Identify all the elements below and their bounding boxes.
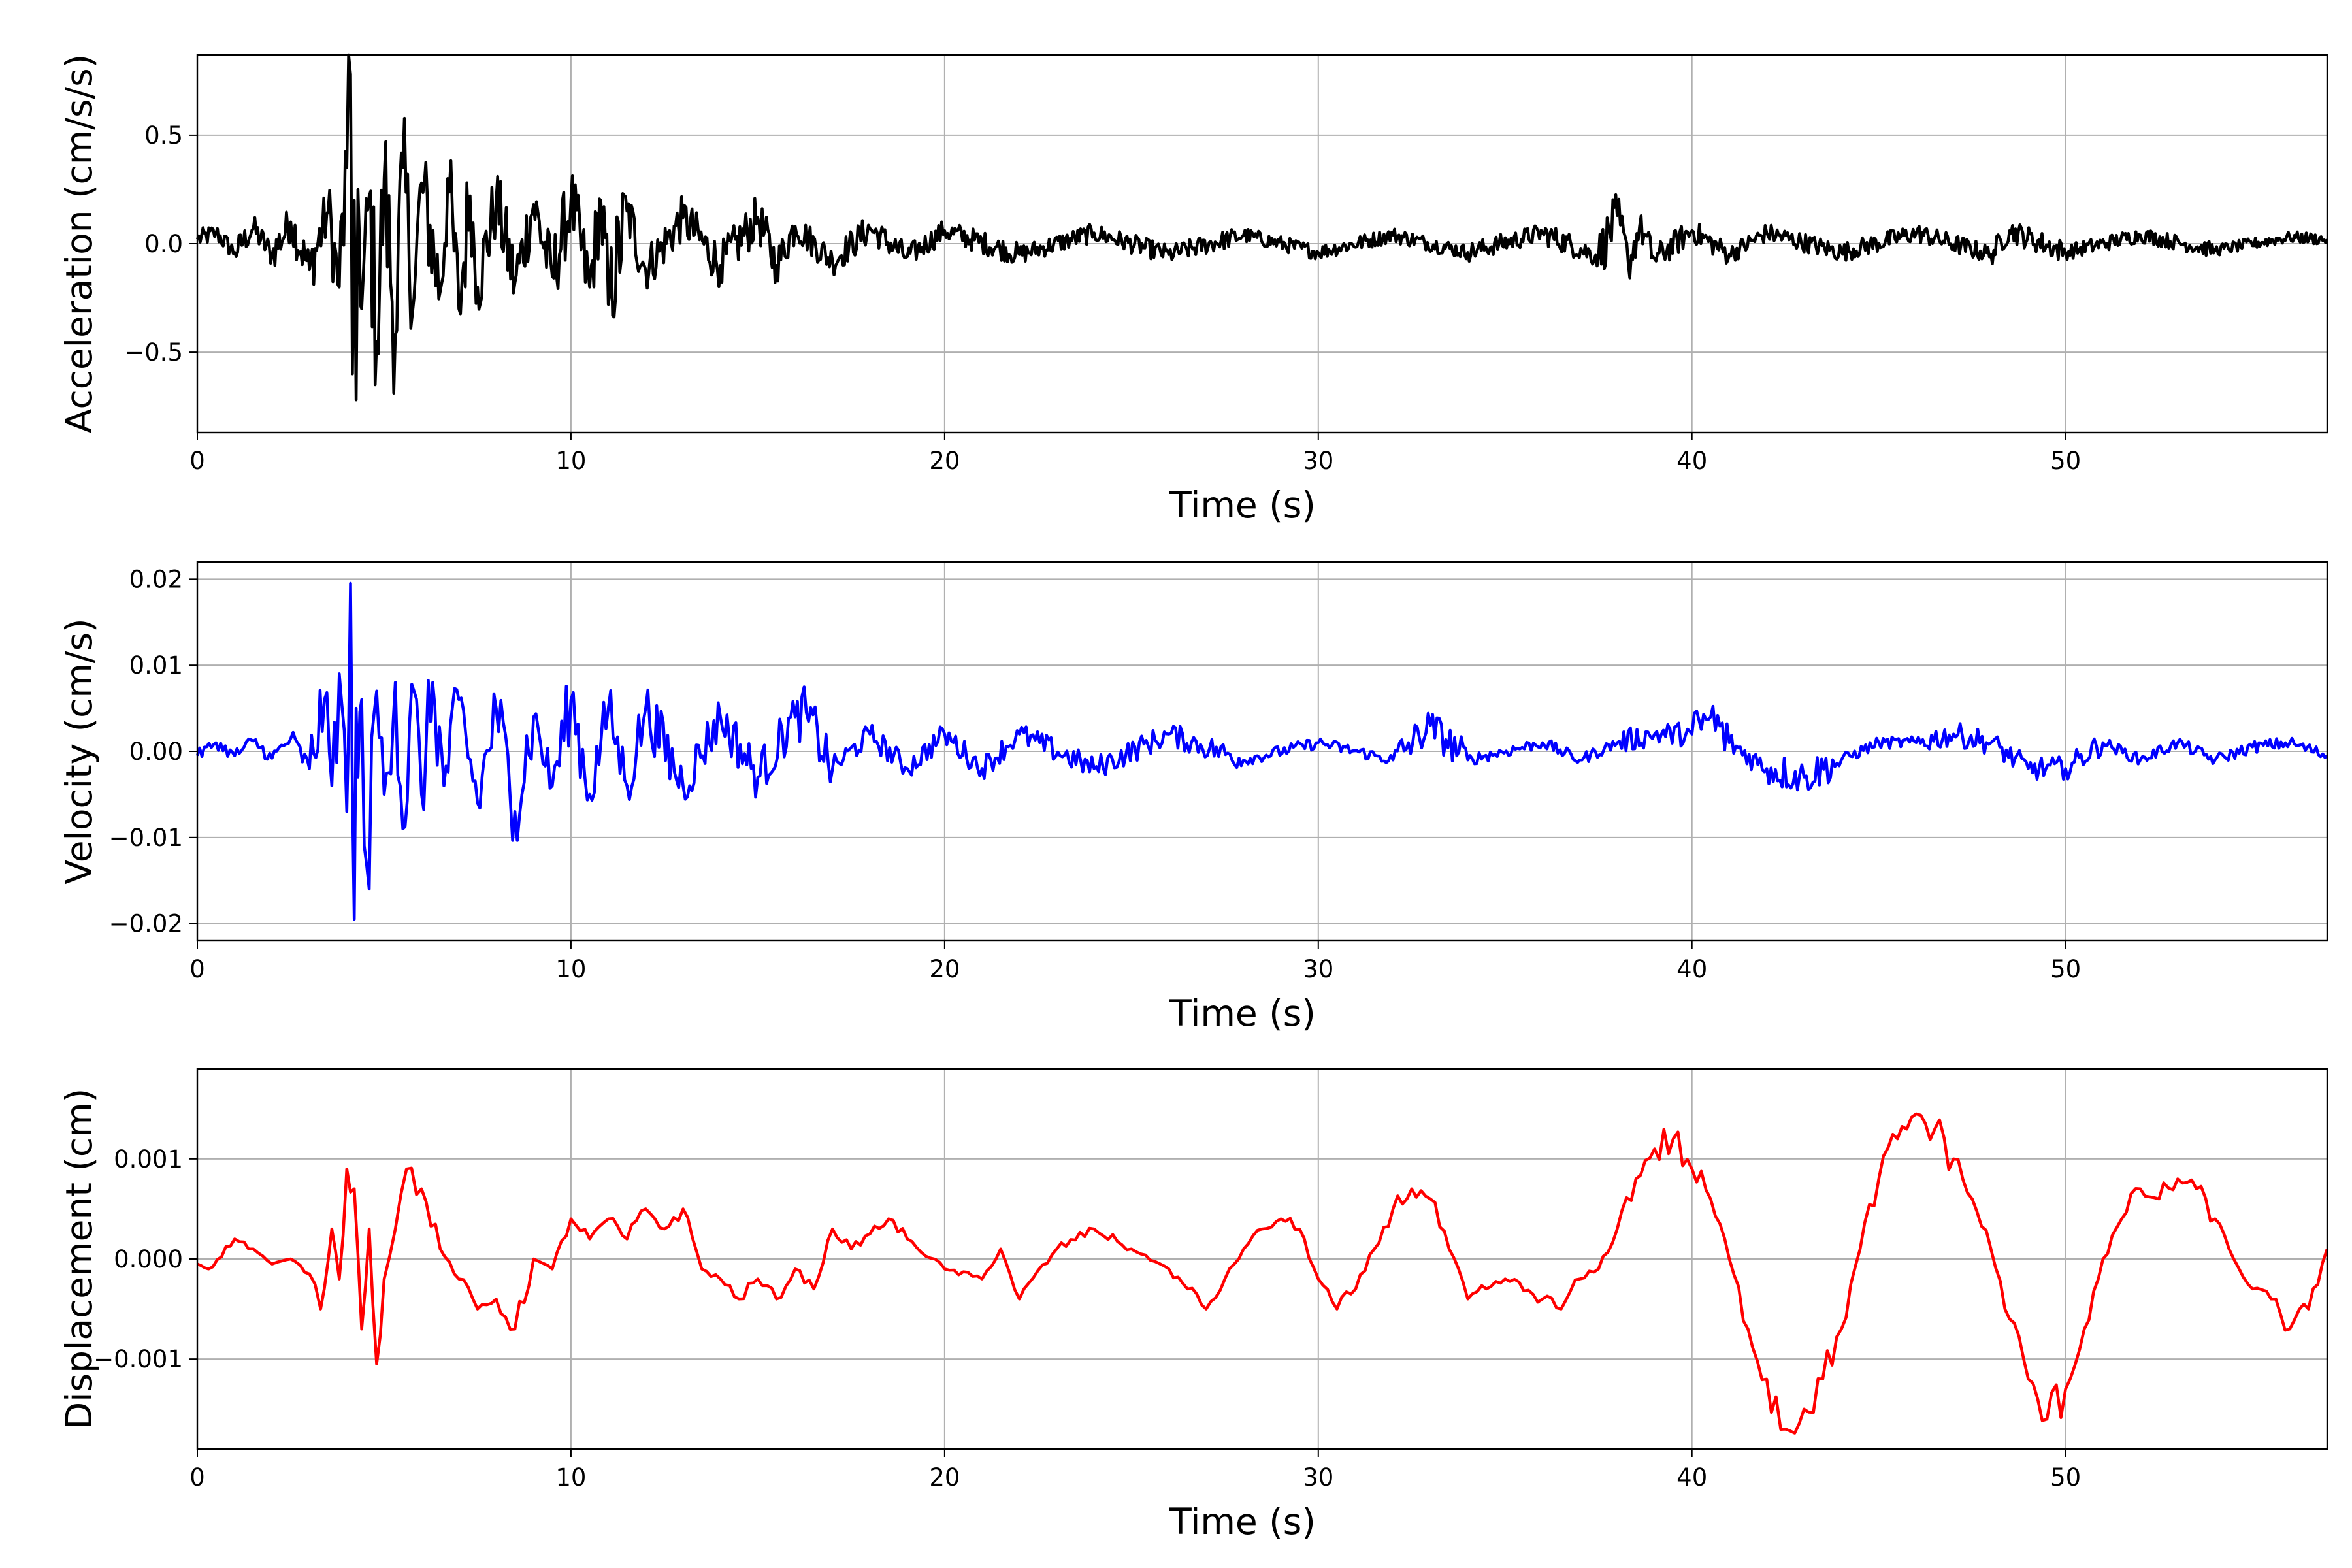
velocity-ytick-label-4: −0.02 [109,910,183,938]
acceleration-xtick-label-3: 30 [1303,447,1333,475]
acceleration-panel: 0 10 20 30 40 50 0.5 0.0 −0.5 Time (s) Acceleratio… [58,53,2329,526]
displacement-ytick-label-1: 0.000 [114,1245,183,1273]
velocity-ytick-label-2: 0.00 [129,738,183,766]
acceleration-xtick-label-5: 50 [2050,447,2081,475]
acceleration-ytick-label-2: −0.5 [124,338,183,367]
velocity-panel: 0 10 20 30 40 50 0.02 0.01 0.00 −0.01 −0.02 Time (s… [58,561,2328,1034]
acceleration-ytick-label-1: 0.0 [144,230,183,258]
velocity-xtick-label-1: 10 [555,955,586,983]
velocity-ytick-label-1: 0.01 [129,651,183,679]
velocity-y-axis-label: Velocity (cm/s) [58,618,100,884]
velocity-ytick-label-0: 0.02 [129,565,183,593]
acceleration-ytick-label-0: 0.5 [144,122,183,150]
displacement-ytick-label-2: −0.001 [93,1345,183,1373]
displacement-xtick-label-5: 50 [2050,1463,2081,1492]
velocity-xtick-label-5: 50 [2050,955,2081,983]
displacement-xtick-label-4: 40 [1676,1463,1707,1492]
acceleration-y-axis-label: Acceleration (cm/s/s) [58,54,100,433]
velocity-xtick-label-4: 40 [1676,955,1707,983]
velocity-xtick-label-0: 0 [189,955,205,983]
acceleration-x-axis-label: Time (s) [1169,484,1316,526]
velocity-series-line [195,581,2328,921]
displacement-x-axis-label: Time (s) [1169,1501,1316,1543]
displacement-panel: 0 10 20 30 40 50 0.001 0.000 −0.001 Time (s) Displ… [58,1068,2329,1543]
displacement-series-line [197,1112,2329,1435]
acceleration-xtick-label-1: 10 [555,447,586,475]
velocity-xtick-label-2: 20 [929,955,960,983]
acceleration-xtick-label-0: 0 [189,447,205,475]
velocity-ytick-label-3: −0.01 [109,824,183,852]
displacement-xtick-label-2: 20 [929,1463,960,1492]
velocity-x-axis-label: Time (s) [1169,992,1316,1034]
acceleration-xtick-label-2: 20 [929,447,960,475]
velocity-xtick-label-3: 30 [1303,955,1333,983]
displacement-xtick-label-0: 0 [189,1463,205,1492]
acceleration-series-line [195,53,2329,402]
acceleration-xtick-label-4: 40 [1676,447,1707,475]
displacement-xtick-label-1: 10 [555,1463,586,1492]
displacement-y-axis-label: Displacement (cm) [58,1088,100,1429]
displacement-xtick-label-3: 30 [1303,1463,1333,1492]
displacement-ytick-label-0: 0.001 [114,1145,183,1173]
